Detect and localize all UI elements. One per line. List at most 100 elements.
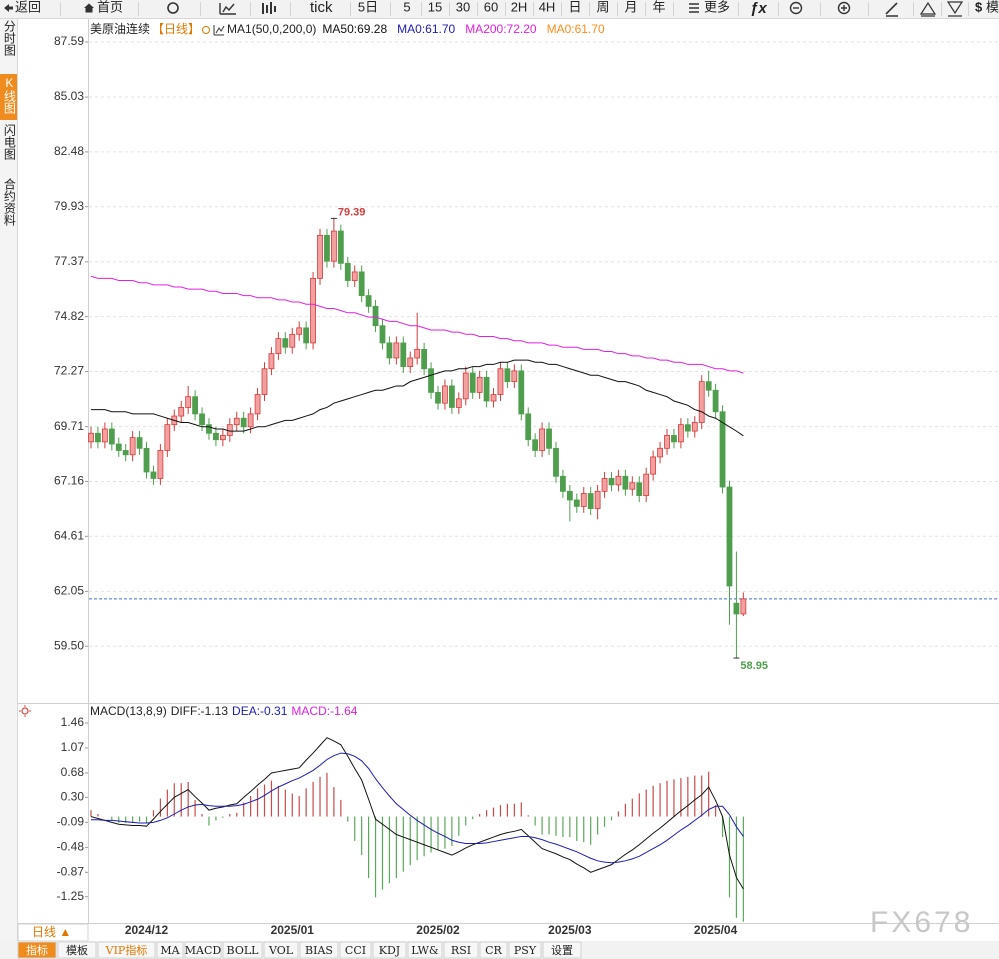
tab-bg[interactable] (97, 941, 156, 959)
candle-body (268, 353, 275, 370)
tab-bg[interactable] (479, 941, 508, 959)
candle-body (282, 338, 289, 348)
period-button[interactable]: 月 (624, 0, 637, 14)
tab-label[interactable]: 模板 (66, 943, 88, 957)
sidebar-bg (0, 19, 17, 941)
sidebar-tab[interactable]: K线图 (2, 76, 16, 114)
period-button[interactable]: 4H (539, 0, 556, 14)
candle-body (303, 327, 310, 344)
chart-type-icon[interactable] (219, 3, 236, 15)
right-button[interactable]: 模 (986, 0, 999, 14)
draw-icon[interactable] (885, 2, 898, 17)
tab-bg[interactable] (407, 941, 443, 959)
back-icon[interactable] (4, 4, 13, 12)
period-button[interactable]: 60 (484, 0, 498, 14)
sidebar-tab[interactable]: 分时图 (2, 20, 16, 56)
tick-button[interactable]: tick (310, 0, 333, 16)
tab-label[interactable]: KDJ (379, 944, 400, 957)
indicator-line (91, 359, 744, 437)
candle-body (296, 327, 303, 335)
period-button[interactable]: 年 (652, 0, 665, 14)
tab-bg[interactable] (443, 941, 479, 959)
x-tick-label: 2025/04 (694, 923, 738, 937)
candle-body (213, 432, 219, 441)
tab-bg[interactable] (299, 941, 339, 959)
candle-body (129, 437, 136, 456)
tab-bg[interactable] (339, 941, 372, 959)
formula-button[interactable]: ƒx (750, 0, 767, 17)
tab-label[interactable]: MACD (185, 944, 222, 957)
legend-entry: MA50:69.28 (322, 22, 387, 36)
x-tick-label: 2025/02 (416, 923, 460, 937)
candle-body (733, 602, 740, 615)
tab-label[interactable]: CR (485, 944, 502, 957)
zoom-in-icon[interactable] (837, 1, 851, 15)
tab-bg[interactable] (542, 941, 582, 959)
candle-body (150, 471, 157, 479)
candle-body (532, 439, 539, 451)
tab-label[interactable]: RSI (451, 944, 471, 957)
triangle-icon[interactable] (919, 1, 937, 17)
settings-icon[interactable] (202, 26, 211, 34)
tab-label[interactable]: BIAS (305, 944, 333, 957)
indicator-settings-icon[interactable] (21, 707, 29, 715)
candle-body (261, 368, 268, 395)
candle-body (580, 493, 587, 507)
legend-entry: MA200:72.20 (465, 22, 537, 36)
period-button[interactable]: 5日 (358, 0, 378, 14)
period-button[interactable]: 周 (596, 0, 609, 14)
home-icon[interactable] (84, 3, 94, 13)
tab-label[interactable]: 设置 (551, 944, 573, 957)
home-button[interactable]: 首页 (97, 0, 123, 14)
tab-bg[interactable] (184, 941, 222, 959)
period-button[interactable]: 30 (456, 0, 470, 14)
candle-body (324, 234, 330, 262)
tab-label[interactable]: LW& (411, 944, 439, 957)
refresh-icon[interactable] (167, 2, 179, 14)
triangle-down-icon[interactable] (946, 1, 964, 17)
tab-bg[interactable] (263, 941, 299, 959)
sidebar-tab[interactable]: 合约资料 (2, 177, 16, 226)
y-tick-label: 59.50 (54, 638, 84, 652)
zoom-out-icon[interactable] (789, 1, 803, 15)
candle-body (684, 424, 691, 432)
tab-label[interactable]: VOL (268, 944, 294, 957)
tab-bg[interactable] (372, 941, 407, 959)
y-tick-label: -0.09 (57, 815, 85, 829)
more-button[interactable]: 更多 (704, 0, 730, 14)
tab-label[interactable]: 指标 (26, 943, 48, 957)
tab-label[interactable]: PSY (514, 944, 537, 957)
period-button[interactable]: 15 (428, 0, 442, 14)
sidebar-tab[interactable]: 闪电图 (2, 124, 16, 160)
tab-label[interactable]: MA (160, 944, 180, 957)
candle-body (386, 342, 393, 359)
tab-label[interactable]: BOLL (227, 944, 260, 957)
period-button[interactable]: 2H (511, 0, 528, 14)
candle-body (719, 411, 726, 488)
tab-bg[interactable] (508, 941, 542, 959)
y-tick-label: 1.07 (61, 740, 85, 754)
candle-body (525, 413, 532, 441)
indicator-line (91, 752, 744, 864)
menu-icon[interactable] (689, 3, 699, 13)
candle-body (643, 473, 650, 497)
tab-bg[interactable] (222, 941, 263, 959)
candle-icon[interactable] (262, 2, 276, 14)
tab-bg[interactable] (57, 941, 97, 959)
legend-entry: MACD:-1.64 (291, 704, 357, 718)
period-label[interactable]: 日线 ▲ (32, 925, 71, 939)
tab-bg[interactable] (17, 941, 57, 959)
tab-bg[interactable] (156, 941, 184, 959)
tab-label[interactable]: VIP指标 (105, 943, 148, 957)
currency-button[interactable]: $ (975, 0, 983, 14)
back-button[interactable]: 返回 (15, 0, 41, 14)
period-button[interactable]: 日 (568, 0, 581, 14)
tab-label[interactable]: CCI (345, 944, 366, 957)
candle-body (185, 396, 192, 408)
candle-body (164, 424, 171, 451)
candle-body (490, 394, 497, 402)
candle-body (504, 368, 511, 383)
period-button[interactable]: 5 (403, 0, 410, 14)
y-tick-label: -0.87 (57, 865, 85, 879)
candle-body (671, 435, 677, 443)
